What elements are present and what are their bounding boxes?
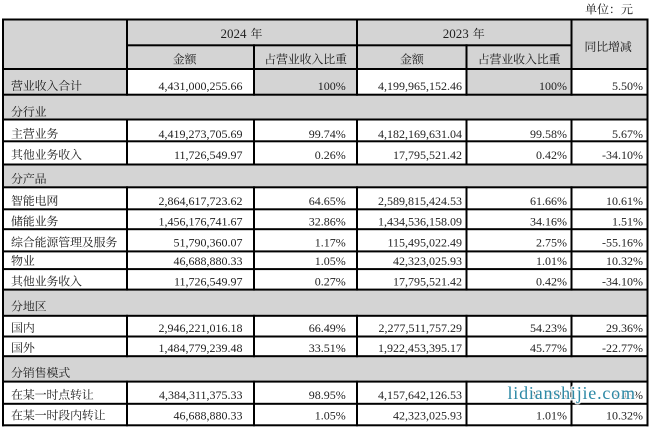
svg-text:61.66%: 61.66%	[530, 194, 567, 208]
svg-text:45.77%: 45.77%	[530, 341, 567, 355]
svg-text:29.36%: 29.36%	[606, 321, 643, 335]
svg-text:2,864,617,723.62: 2,864,617,723.62	[159, 194, 243, 208]
svg-text:42,323,025.93: 42,323,025.93	[393, 409, 462, 423]
svg-text:1.05%: 1.05%	[315, 254, 346, 268]
svg-text:46,688,880.33: 46,688,880.33	[174, 254, 243, 268]
svg-text:4,384,311,375.33: 4,384,311,375.33	[159, 388, 243, 402]
svg-text:5.45%: 5.45%	[612, 388, 643, 402]
svg-text:1,456,176,741.67: 1,456,176,741.67	[159, 215, 243, 229]
svg-text:2,589,815,424.53: 2,589,815,424.53	[378, 194, 462, 208]
svg-text:2,277,511,757.29: 2,277,511,757.29	[378, 321, 462, 335]
svg-text:10.32%: 10.32%	[606, 254, 643, 268]
svg-text:42,323,025.93: 42,323,025.93	[393, 254, 462, 268]
svg-text:46,688,880.33: 46,688,880.33	[174, 409, 243, 423]
svg-text:11,726,549.97: 11,726,549.97	[174, 148, 243, 162]
svg-text:-55.16%: -55.16%	[602, 236, 643, 250]
svg-text:1.01%: 1.01%	[536, 254, 567, 268]
svg-text:17,795,521.42: 17,795,521.42	[393, 148, 462, 162]
svg-text:0.27%: 0.27%	[315, 275, 346, 289]
svg-text:100%: 100%	[318, 79, 346, 93]
svg-text:99.58%: 99.58%	[530, 127, 567, 141]
svg-text:10.61%: 10.61%	[606, 194, 643, 208]
svg-text:66.49%: 66.49%	[309, 321, 346, 335]
svg-text:34.16%: 34.16%	[530, 215, 567, 229]
svg-text:54.23%: 54.23%	[530, 321, 567, 335]
svg-text:11,726,549.97: 11,726,549.97	[174, 275, 243, 289]
svg-text:115,495,022.49: 115,495,022.49	[387, 236, 462, 250]
svg-text:51,790,360.07: 51,790,360.07	[174, 236, 243, 250]
svg-text:1.05%: 1.05%	[315, 409, 346, 423]
svg-text:2,946,221,016.18: 2,946,221,016.18	[159, 321, 243, 335]
svg-text:100%: 100%	[539, 79, 567, 93]
svg-text:2023: 2023	[443, 26, 469, 41]
svg-text:10.32%: 10.32%	[606, 409, 643, 423]
svg-text:-34.10%: -34.10%	[602, 275, 643, 289]
svg-text:5.67%: 5.67%	[612, 127, 643, 141]
svg-text:4,182,169,631.04: 4,182,169,631.04	[378, 127, 462, 141]
svg-text:4,419,273,705.69: 4,419,273,705.69	[159, 127, 243, 141]
svg-text:1.51%: 1.51%	[612, 215, 643, 229]
svg-text:99.74%: 99.74%	[309, 127, 346, 141]
svg-text:0.42%: 0.42%	[536, 148, 567, 162]
svg-text:4,199,965,152.46: 4,199,965,152.46	[378, 79, 462, 93]
svg-text:0.26%: 0.26%	[315, 148, 346, 162]
svg-text:98.95%: 98.95%	[309, 388, 346, 402]
svg-text:lidianshijie.com: lidianshijie.com	[508, 383, 636, 403]
svg-text:98.99%: 98.99%	[530, 388, 567, 402]
svg-text:64.65%: 64.65%	[309, 194, 346, 208]
svg-text:2.75%: 2.75%	[536, 236, 567, 250]
svg-text:33.51%: 33.51%	[309, 341, 346, 355]
svg-text:1.01%: 1.01%	[536, 409, 567, 423]
svg-text:-34.10%: -34.10%	[602, 148, 643, 162]
svg-text:4,157,642,126.53: 4,157,642,126.53	[378, 388, 462, 402]
svg-text:4,431,000,255.66: 4,431,000,255.66	[159, 79, 243, 93]
svg-text:5.50%: 5.50%	[612, 79, 643, 93]
svg-text:32.86%: 32.86%	[309, 215, 346, 229]
svg-text:1,922,453,395.17: 1,922,453,395.17	[378, 341, 462, 355]
svg-text:1.17%: 1.17%	[315, 236, 346, 250]
svg-text:17,795,521.42: 17,795,521.42	[393, 275, 462, 289]
svg-text:2024: 2024	[221, 26, 248, 41]
svg-text:1,484,779,239.48: 1,484,779,239.48	[159, 341, 243, 355]
svg-text:1,434,536,158.09: 1,434,536,158.09	[378, 215, 462, 229]
svg-text:0.42%: 0.42%	[536, 275, 567, 289]
svg-text:-22.77%: -22.77%	[602, 341, 643, 355]
